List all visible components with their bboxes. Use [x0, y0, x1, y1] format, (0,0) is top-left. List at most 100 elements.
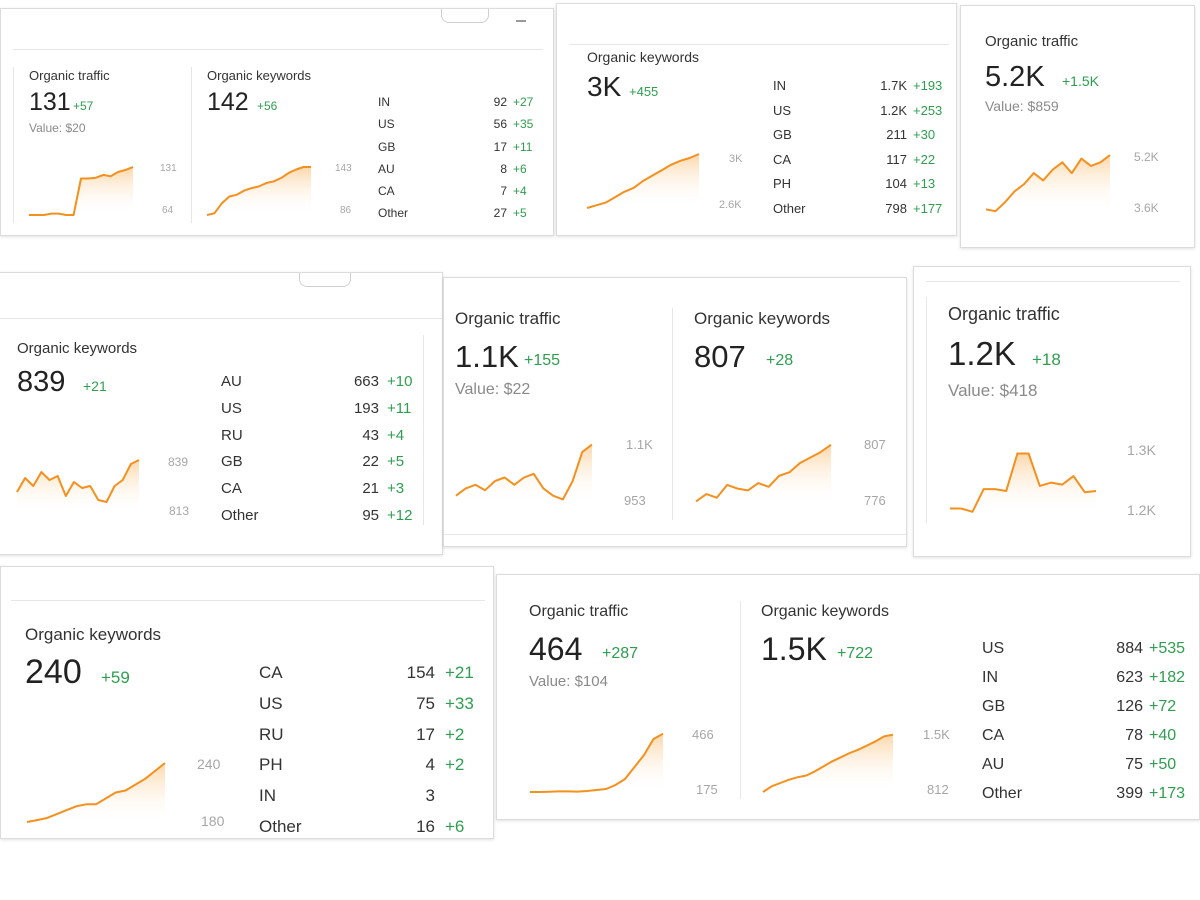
traffic-value-sub: Value: $104	[529, 673, 608, 690]
sparkline-line	[762, 733, 894, 793]
country-value: 17	[493, 139, 507, 154]
sparkline-area	[986, 155, 1110, 213]
card-traffic-keywords-8: Organic traffic 464 +287 Value: $104 466…	[496, 574, 1200, 820]
axis-max-label: 466	[692, 727, 714, 742]
axis-min-label: 953	[624, 493, 646, 508]
country-code: US	[378, 117, 395, 132]
dropdown-pill[interactable]	[441, 9, 489, 23]
traffic-value-sub: Value: $22	[455, 381, 531, 398]
country-value: 95	[362, 506, 379, 524]
country-delta: +21	[445, 663, 474, 682]
country-value: 8	[500, 161, 507, 176]
country-value: 22	[362, 453, 379, 471]
country-code: GB	[982, 698, 1006, 715]
keywords-delta: +722	[837, 645, 874, 662]
country-code: PH	[259, 755, 283, 775]
keywords-label: Organic keywords	[207, 68, 312, 83]
divider	[13, 49, 543, 50]
country-code: IN	[982, 669, 998, 686]
country-delta: +5	[387, 453, 405, 471]
dropdown-pill[interactable]	[299, 273, 351, 287]
card-traffic-keywords-1: Organic traffic 131 +57 Value: $20 131 6…	[0, 8, 554, 236]
country-code: IN	[773, 78, 786, 93]
divider	[740, 601, 741, 799]
country-value: 75	[416, 693, 435, 713]
traffic-sparkline	[455, 443, 593, 503]
axis-max-label: 143	[335, 163, 352, 174]
country-delta: +182	[1149, 669, 1186, 686]
country-value: 27	[493, 206, 507, 221]
keywords-label: Organic keywords	[694, 309, 831, 328]
keywords-label: Organic keywords	[25, 625, 162, 644]
axis-max-label: 5.2K	[1134, 150, 1159, 164]
country-delta: +35	[513, 117, 534, 132]
country-value: 798	[885, 200, 907, 216]
country-value: 21	[362, 480, 379, 498]
keywords-delta: +56	[257, 99, 278, 113]
axis-min-label: 1.2K	[1127, 502, 1156, 518]
country-delta: +10	[387, 373, 413, 390]
country-delta: +30	[913, 127, 936, 142]
country-code: US	[773, 102, 792, 118]
keywords-value: 240	[25, 653, 82, 691]
country-value: 663	[353, 373, 379, 390]
country-code: CA	[221, 480, 242, 498]
traffic-value-sub: Value: $859	[985, 98, 1059, 114]
card-traffic-keywords-5: Organic traffic 1.1K +155 Value: $22 1.1…	[443, 277, 908, 547]
country-delta: +535	[1149, 640, 1186, 657]
sparkline-line	[586, 153, 700, 209]
divider	[926, 281, 1180, 282]
traffic-delta: +287	[602, 645, 639, 662]
card-traffic-3: Organic traffic 5.2K +1.5K Value: $859 5…	[960, 5, 1195, 248]
axis-min-label: 2.6K	[719, 199, 742, 211]
axis-min-label: 175	[696, 782, 718, 797]
sparkline-line	[206, 166, 311, 216]
country-delta: +12	[387, 506, 413, 524]
axis-max-label: 1.5K	[923, 727, 950, 742]
country-delta: +5	[513, 206, 527, 221]
country-code: PH	[773, 176, 792, 191]
traffic-label: Organic traffic	[529, 603, 629, 620]
country-value: 92	[493, 95, 507, 109]
minimize-icon[interactable]	[516, 20, 526, 22]
traffic-label: Organic traffic	[948, 304, 1060, 324]
divider	[444, 534, 908, 535]
keywords-delta: +59	[101, 668, 130, 687]
traffic-value-sub: Value: $418	[948, 381, 1038, 400]
axis-max-label: 1.1K	[626, 437, 653, 452]
country-value: 56	[493, 117, 507, 132]
traffic-delta: +155	[524, 352, 561, 369]
traffic-delta: +1.5K	[1062, 73, 1099, 89]
traffic-value: 5.2K	[985, 61, 1045, 93]
country-code: IN	[259, 786, 276, 806]
traffic-sparkline	[29, 166, 134, 216]
country-value: 3	[425, 786, 435, 806]
keywords-label: Organic keywords	[761, 603, 890, 620]
country-delta: +27	[513, 95, 534, 109]
keywords-value: 1.5K	[761, 631, 827, 667]
card-keywords-4: Organic keywords 839 +21 839 813 AU 663 +1…	[0, 272, 444, 555]
country-delta: +6	[445, 816, 465, 836]
keywords-sparkline	[16, 459, 140, 514]
axis-min-label: 812	[927, 782, 949, 797]
axis-min-label: 180	[201, 813, 225, 829]
country-code: Other	[378, 206, 409, 221]
keywords-sparkline	[586, 153, 700, 209]
traffic-sparkline	[530, 732, 664, 793]
country-delta: +253	[913, 102, 943, 118]
country-code: AU	[221, 373, 242, 390]
country-value: 154	[406, 663, 435, 682]
country-code: Other	[982, 785, 1023, 802]
country-value: 17	[416, 724, 435, 744]
traffic-value: 464	[529, 631, 583, 667]
country-code: IN	[378, 95, 390, 109]
country-code: Other	[773, 200, 806, 216]
divider	[423, 335, 424, 525]
country-delta: +193	[913, 78, 943, 93]
keywords-value: 142	[207, 88, 249, 116]
divider	[11, 600, 485, 601]
divider	[569, 44, 949, 45]
divider	[926, 297, 927, 523]
traffic-delta: +57	[73, 99, 94, 113]
country-code: CA	[773, 151, 792, 167]
